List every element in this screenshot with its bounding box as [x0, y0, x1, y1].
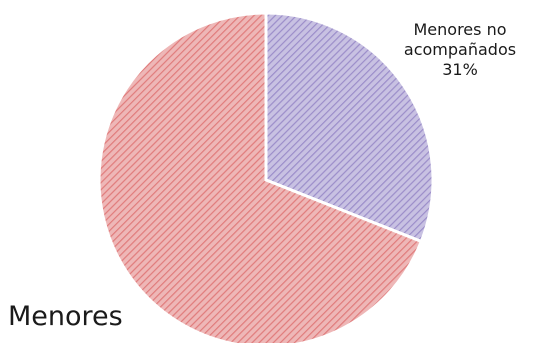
slice-label-line: acompañados: [403, 40, 517, 59]
pie-slice-1: [264, 11, 435, 244]
slice-label-menores: Menores: [8, 300, 123, 334]
slice-label-line: Menores no: [413, 20, 507, 39]
pie-slice-2: [97, 11, 424, 343]
slice-label-line: Menores: [8, 301, 123, 332]
slice-percent-label: 31%: [442, 60, 478, 79]
slice-label-menores-no-acompanados: Menores no acompañados 31%: [395, 20, 525, 80]
pie-slices: [97, 11, 435, 343]
